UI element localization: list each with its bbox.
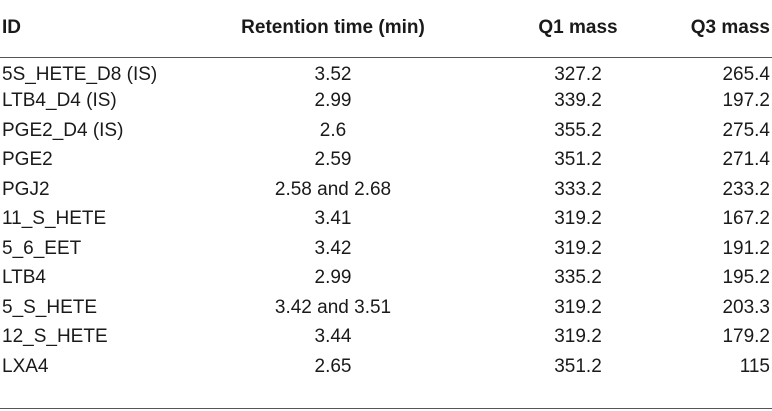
cell-retention-time: 3.52 [314, 64, 352, 85]
cell-id: 5_6_EET [2, 237, 82, 259]
cell-q3-mass: 195.2 [722, 267, 770, 289]
cell-id: 5_S_HETE [2, 296, 98, 318]
table-row: PGJ2 2.58 and 2.68 333.2 233.2 [0, 175, 772, 205]
cell-q3-mass: 275.4 [722, 119, 770, 141]
cell-q3-mass: 179.2 [722, 326, 770, 348]
cell-q1-mass: 335.2 [554, 267, 602, 289]
header-q1-mass: Q1 mass [470, 0, 640, 58]
cell-q1-mass: 355.2 [554, 119, 602, 141]
cell-q1-mass: 319.2 [554, 326, 602, 348]
table-body: 5S_HETE_D8 (IS) 3.52 327.2 265.4 LTB4_D4… [0, 57, 772, 382]
cell-retention-time: 2.99 [314, 90, 352, 112]
cell-id: PGE2 [2, 149, 53, 171]
cell-id: LTB4_D4 (IS) [2, 90, 117, 112]
cell-retention-time: 2.65 [314, 355, 352, 377]
table-row: PGE2_D4 (IS) 2.6 355.2 275.4 [0, 116, 772, 146]
cell-id: PGJ2 [2, 178, 50, 200]
header-row: ID Retention time (min) Q1 mass Q3 mass [0, 0, 772, 58]
table-row: PGE2 2.59 351.2 271.4 [0, 146, 772, 176]
cell-retention-time: 2.58 and 2.68 [274, 178, 392, 200]
cell-retention-time: 3.42 and 3.51 [274, 296, 392, 318]
cell-q3-mass: 167.2 [722, 208, 770, 230]
table-row: LTB4 2.99 335.2 195.2 [0, 264, 772, 294]
header-id: ID [0, 0, 196, 58]
cell-q1-mass: 319.2 [554, 208, 602, 230]
cell-q1-mass: 327.2 [554, 64, 602, 85]
cell-q1-mass: 333.2 [554, 178, 602, 200]
cell-id: LTB4 [2, 267, 47, 289]
table-row: 5S_HETE_D8 (IS) 3.52 327.2 265.4 [0, 57, 772, 87]
mass-spec-table: ID Retention time (min) Q1 mass Q3 mass … [0, 0, 772, 382]
header-retention-time: Retention time (min) [196, 0, 470, 58]
table-row: 12_S_HETE 3.44 319.2 179.2 [0, 323, 772, 353]
cell-q1-mass: 351.2 [554, 355, 602, 377]
cell-q3-mass: 197.2 [722, 90, 770, 112]
cell-id: 11_S_HETE [2, 208, 107, 230]
cell-id: 12_S_HETE [2, 326, 108, 348]
table-row: LXA4 2.65 351.2 115 [0, 352, 772, 382]
cell-retention-time: 3.42 [314, 237, 352, 259]
cell-retention-time: 2.59 [314, 149, 352, 171]
cell-q3-mass: 265.4 [722, 64, 770, 85]
cell-q1-mass: 339.2 [554, 90, 602, 112]
cell-q1-mass: 351.2 [554, 149, 602, 171]
cell-id: PGE2_D4 (IS) [2, 119, 124, 141]
header-q3-mass: Q3 mass [640, 0, 772, 58]
table-row: 5_S_HETE 3.42 and 3.51 319.2 203.3 [0, 293, 772, 323]
cell-q3-mass: 233.2 [722, 178, 770, 200]
cell-id: LXA4 [2, 355, 49, 377]
cell-id: 5S_HETE_D8 (IS) [2, 64, 158, 85]
cell-retention-time: 2.6 [319, 119, 347, 141]
cell-q3-mass: 115 [739, 355, 770, 377]
table-row: 5_6_EET 3.42 319.2 191.2 [0, 234, 772, 264]
table-row: LTB4_D4 (IS) 2.99 339.2 197.2 [0, 87, 772, 117]
table-header: ID Retention time (min) Q1 mass Q3 mass [0, 0, 772, 58]
cell-retention-time: 3.44 [314, 326, 352, 348]
cell-q3-mass: 203.3 [722, 296, 770, 318]
table-row: 11_S_HETE 3.41 319.2 167.2 [0, 205, 772, 235]
cell-retention-time: 3.41 [314, 208, 352, 230]
cell-q3-mass: 191.2 [722, 237, 770, 259]
table-bottom-rule [0, 408, 772, 409]
cell-q3-mass: 271.4 [722, 149, 770, 171]
cell-q1-mass: 319.2 [554, 296, 602, 318]
cell-q1-mass: 319.2 [554, 237, 602, 259]
cell-retention-time: 2.99 [314, 267, 352, 289]
